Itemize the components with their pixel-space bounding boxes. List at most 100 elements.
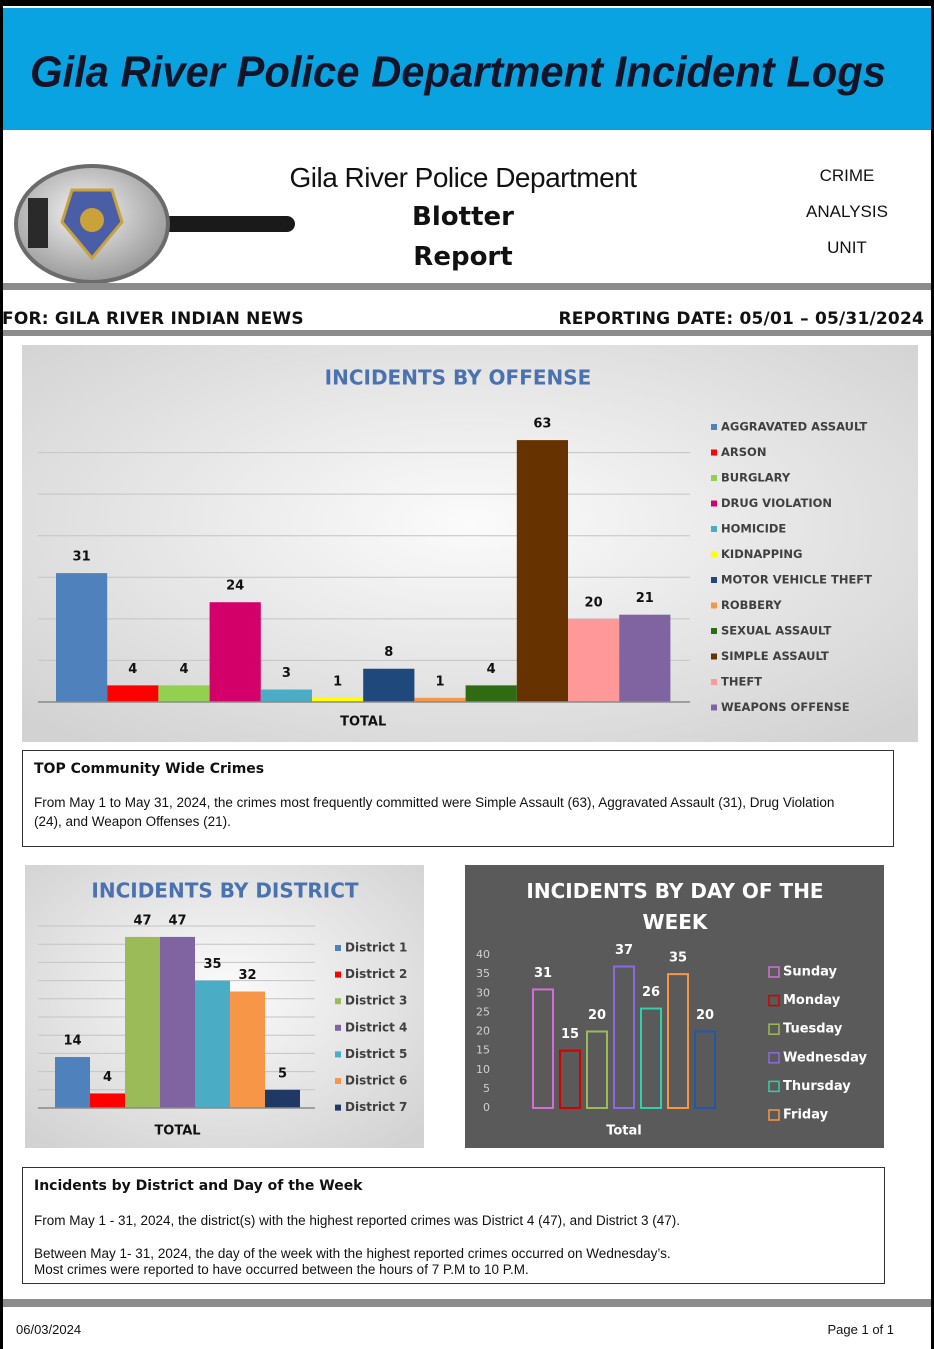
legend-marker [335, 972, 341, 978]
divider [3, 283, 931, 290]
data-label: 1 [333, 674, 342, 689]
bar [55, 1057, 90, 1108]
legend-label: BURGLARY [721, 471, 791, 485]
page: Gila River Police Department Incident Lo… [0, 0, 934, 1349]
y-tick-label: 10 [476, 1063, 490, 1076]
data-label: 35 [669, 951, 687, 966]
box-text: From May 1 to May 31, 2024, the crimes m… [34, 793, 864, 831]
legend-label: District 2 [345, 967, 407, 981]
legend-label: DRUG VIOLATION [721, 496, 832, 510]
data-label: 4 [128, 662, 137, 677]
unit-line: CRIME [780, 166, 914, 186]
data-label: 3 [282, 666, 291, 681]
legend-label: MOTOR VEHICLE THEFT [721, 573, 872, 587]
data-label: 4 [179, 662, 188, 677]
chart-title: INCIDENTS BY DAY OF THE WEEK [502, 876, 848, 938]
legend-label: SIMPLE ASSAULT [721, 649, 829, 663]
bar [160, 937, 195, 1108]
legend-label: THEFT [721, 675, 762, 689]
chart-panel [22, 345, 918, 742]
legend-label: SEXUAL ASSAULT [721, 624, 831, 638]
y-tick-label: 40 [476, 948, 490, 961]
legend-marker [711, 705, 717, 711]
data-label: 24 [226, 579, 244, 594]
legend-label: HOMICIDE [721, 522, 786, 536]
y-tick-label: 0 [483, 1101, 490, 1114]
box-text: From May 1 - 31, 2024, the district(s) w… [34, 1211, 874, 1230]
bar [210, 602, 261, 702]
legend-marker [335, 998, 341, 1004]
banner-date: REPORTING DATE: 05/01 – 05/31/2024 [558, 309, 924, 329]
legend-marker [711, 603, 717, 609]
legend-label: District 4 [345, 1020, 407, 1034]
legend-label: Tuesday [783, 1022, 843, 1037]
data-label: 14 [63, 1034, 81, 1049]
legend-label: Friday [783, 1108, 829, 1123]
legend-marker [711, 475, 717, 481]
legend-label: District 6 [345, 1074, 407, 1088]
y-tick-label: 5 [483, 1082, 490, 1095]
bar [261, 690, 312, 702]
banner-for: FOR: GILA RIVER INDIAN NEWS [2, 309, 304, 329]
data-label: 4 [487, 662, 496, 677]
footer-date: 06/03/2024 [16, 1322, 81, 1337]
bar [125, 937, 160, 1108]
bar [107, 685, 158, 702]
box-text: Most crimes were reported to have occurr… [34, 1262, 874, 1278]
y-tick-label: 20 [476, 1025, 490, 1038]
data-label: 47 [133, 913, 151, 928]
bar [363, 669, 414, 702]
data-label: 26 [642, 985, 660, 1000]
bar [195, 981, 230, 1108]
text-box: Incidents by District and Day of the Wee… [22, 1167, 885, 1284]
data-label: 63 [533, 417, 551, 432]
legend-marker [335, 1051, 341, 1057]
bar [230, 992, 265, 1108]
text-box: TOP Community Wide Crimes From May 1 to … [22, 750, 894, 847]
divider [3, 330, 931, 336]
bar [466, 685, 517, 702]
bar [568, 619, 619, 702]
box-heading: Incidents by District and Day of the Wee… [34, 1178, 363, 1194]
data-label: 31 [73, 550, 91, 565]
page-title: Gila River Police Department Incident Lo… [30, 48, 886, 97]
divider [3, 1299, 931, 1307]
x-tick-label: TOTAL [154, 1124, 200, 1139]
y-tick-label: 35 [476, 967, 490, 980]
data-label: 35 [203, 957, 221, 972]
legend-marker [711, 679, 717, 685]
footer-page: Page 1 of 1 [828, 1322, 895, 1337]
legend-label: District 5 [345, 1047, 407, 1061]
data-label: 32 [238, 968, 256, 983]
legend-label: District 3 [345, 994, 407, 1008]
legend-label: ROBBERY [721, 598, 782, 612]
data-label: 1 [435, 674, 444, 689]
box-text: Between May 1- 31, 2024, the day of the … [34, 1246, 874, 1262]
x-tick-label: TOTAL [340, 715, 386, 730]
legend-label: District 7 [345, 1100, 407, 1114]
legend-marker [711, 526, 717, 532]
report-line: Report [300, 242, 626, 272]
data-label: 20 [588, 1008, 606, 1023]
legend-marker [711, 628, 717, 634]
legend-label: District 1 [345, 941, 407, 955]
legend-marker [711, 577, 717, 583]
data-label: 31 [534, 966, 552, 981]
legend-label: KIDNAPPING [721, 547, 802, 561]
x-tick-label: Total [606, 1124, 642, 1139]
legend-marker [335, 1105, 341, 1111]
data-label: 20 [585, 595, 603, 610]
legend-label: Thursday [783, 1079, 851, 1094]
data-label: 20 [696, 1008, 714, 1023]
legend-marker [711, 552, 717, 558]
data-label: 5 [278, 1066, 287, 1081]
bar [265, 1090, 300, 1108]
chart-title: INCIDENTS BY DISTRICT [91, 879, 359, 903]
legend-label: Wednesday [783, 1050, 867, 1065]
legend-marker [335, 1025, 341, 1031]
data-label: 8 [384, 645, 393, 660]
data-label: 21 [636, 591, 654, 606]
legend-label: Sunday [783, 965, 838, 980]
legend-marker [711, 424, 717, 430]
legend-marker [335, 1078, 341, 1084]
